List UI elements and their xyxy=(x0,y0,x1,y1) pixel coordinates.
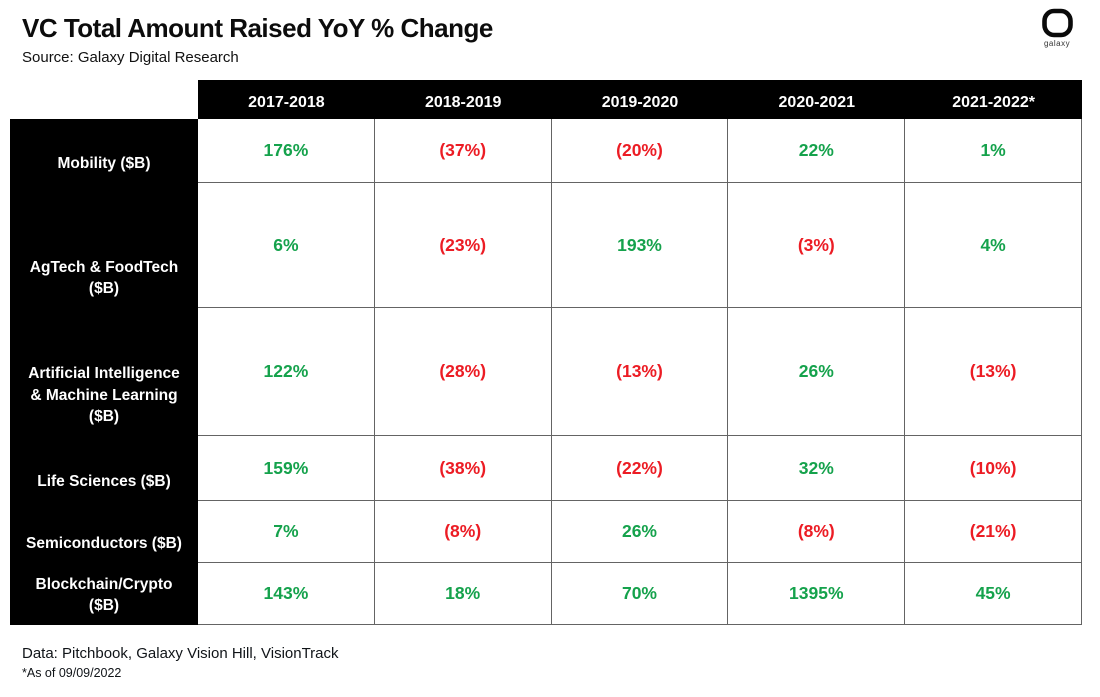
asof-footnote: *As of 09/09/2022 xyxy=(22,666,122,680)
table-cell: (13%) xyxy=(905,308,1082,436)
row-header-ai-ml: Artificial Intelligence & Machine Learni… xyxy=(10,308,198,436)
yoy-change-table: 2017-2018 2018-2019 2019-2020 2020-2021 … xyxy=(10,80,1082,625)
table-cell: (21%) xyxy=(905,501,1082,563)
table-cell: (3%) xyxy=(728,183,906,308)
table-cell: 18% xyxy=(374,563,552,625)
table-cell: 45% xyxy=(905,563,1082,625)
source-caption: Source: Galaxy Digital Research xyxy=(22,49,239,66)
table-cell: (8%) xyxy=(728,501,906,563)
column-header: 2017-2018 xyxy=(198,80,375,119)
table-cell: 1395% xyxy=(728,563,906,625)
table-cell: 7% xyxy=(198,501,375,563)
table-cell: (23%) xyxy=(374,183,552,308)
table-cell: (20%) xyxy=(551,119,729,183)
row-header-mobility: Mobility ($B) xyxy=(10,119,198,183)
table-corner-spacer xyxy=(10,80,198,119)
data-sources-note: Data: Pitchbook, Galaxy Vision Hill, Vis… xyxy=(22,645,339,662)
table-cell: 1% xyxy=(905,119,1082,183)
table-cell: 26% xyxy=(728,308,906,436)
table-cell: (38%) xyxy=(374,436,552,501)
table-cell: 4% xyxy=(905,183,1082,308)
table-cell: (28%) xyxy=(374,308,552,436)
table-cell: 32% xyxy=(728,436,906,501)
table-cell: (37%) xyxy=(374,119,552,183)
row-header-semiconductors: Semiconductors ($B) xyxy=(10,501,198,563)
galaxy-logo-wordmark: galaxy xyxy=(1043,39,1071,48)
table-cell: (13%) xyxy=(551,308,729,436)
galaxy-helmet-icon xyxy=(1034,8,1080,38)
table-cell: (8%) xyxy=(374,501,552,563)
row-header-agtech-foodtech: AgTech & FoodTech ($B) xyxy=(10,183,198,308)
column-header: 2021-2022* xyxy=(905,80,1082,119)
table-cell: 193% xyxy=(551,183,729,308)
table-cell: 143% xyxy=(198,563,375,625)
table-cell: (22%) xyxy=(551,436,729,501)
table-cell: 122% xyxy=(198,308,375,436)
column-header: 2018-2019 xyxy=(374,80,552,119)
table-cell: 70% xyxy=(551,563,729,625)
table-cell: 176% xyxy=(198,119,375,183)
column-header: 2019-2020 xyxy=(551,80,729,119)
table-cell: (10%) xyxy=(905,436,1082,501)
table-cell: 159% xyxy=(198,436,375,501)
table-cell: 26% xyxy=(551,501,729,563)
column-header: 2020-2021 xyxy=(728,80,906,119)
table-cell: 22% xyxy=(728,119,906,183)
row-header-life-sciences: Life Sciences ($B) xyxy=(10,436,198,501)
row-header-blockchain-crypto: Blockchain/Crypto ($B) xyxy=(10,563,198,625)
page-title: VC Total Amount Raised YoY % Change xyxy=(22,13,493,43)
table-cell: 6% xyxy=(198,183,375,308)
galaxy-logo: galaxy xyxy=(1034,8,1080,48)
